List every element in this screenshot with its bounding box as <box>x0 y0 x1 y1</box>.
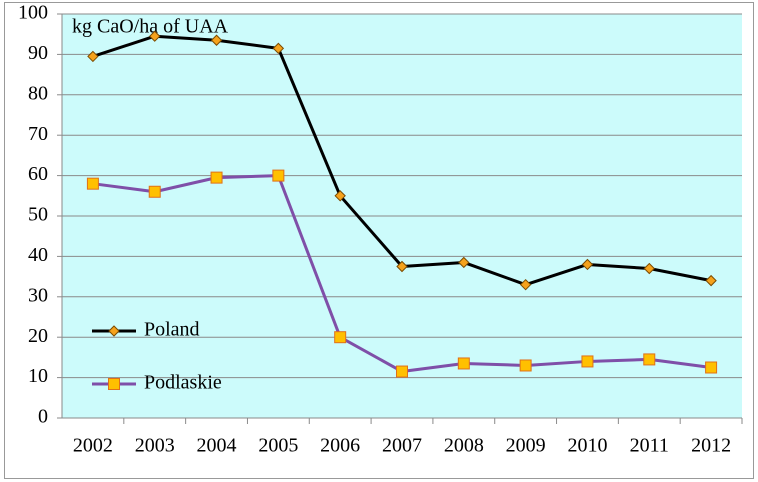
marker <box>272 42 285 55</box>
x-tick-label: 2009 <box>506 435 546 457</box>
marker <box>148 185 161 198</box>
y-tick-label: 70 <box>28 123 48 145</box>
marker <box>581 355 594 368</box>
x-tick-label: 2003 <box>135 435 175 457</box>
marker <box>519 359 532 372</box>
x-tick-label: 2004 <box>197 435 237 457</box>
legend-label: Poland <box>144 319 200 341</box>
x-tick-label: 2008 <box>444 435 484 457</box>
marker <box>86 177 99 190</box>
y-tick-label: 20 <box>28 325 48 347</box>
marker <box>519 278 532 291</box>
marker <box>334 190 346 202</box>
marker <box>87 50 99 63</box>
y-axis-label: kg CaO/ha of UAA <box>72 16 229 38</box>
marker <box>396 260 408 273</box>
marker <box>643 353 656 366</box>
y-tick-label: 50 <box>28 204 48 226</box>
y-tick-label: 80 <box>28 82 48 104</box>
y-tick-label: 40 <box>28 244 48 266</box>
marker <box>581 258 594 271</box>
x-tick-label: 2006 <box>320 435 360 457</box>
y-tick-label: 60 <box>28 163 48 185</box>
marker <box>108 325 120 337</box>
y-tick-label: 90 <box>28 42 48 64</box>
x-tick-label: 2002 <box>73 435 113 457</box>
marker <box>457 357 470 370</box>
y-tick-label: 10 <box>28 365 48 387</box>
y-tick-label: 100 <box>18 2 48 24</box>
marker <box>272 169 285 182</box>
marker <box>149 30 161 42</box>
x-tick-label: 2011 <box>630 435 669 457</box>
marker <box>210 34 223 46</box>
marker <box>334 331 347 344</box>
marker <box>705 274 717 287</box>
marker <box>108 378 120 390</box>
marker <box>643 262 655 275</box>
x-tick-label: 2012 <box>691 435 731 457</box>
y-tick-label: 30 <box>28 284 48 306</box>
marker <box>705 361 718 374</box>
x-tick-label: 2007 <box>382 435 422 457</box>
x-tick-label: 2010 <box>567 435 607 457</box>
legend-label: Podlaskie <box>144 372 222 394</box>
marker <box>396 365 408 378</box>
marker <box>458 256 470 269</box>
marker <box>210 171 223 184</box>
x-tick-label: 2005 <box>258 435 298 457</box>
y-tick-label: 0 <box>38 406 48 428</box>
